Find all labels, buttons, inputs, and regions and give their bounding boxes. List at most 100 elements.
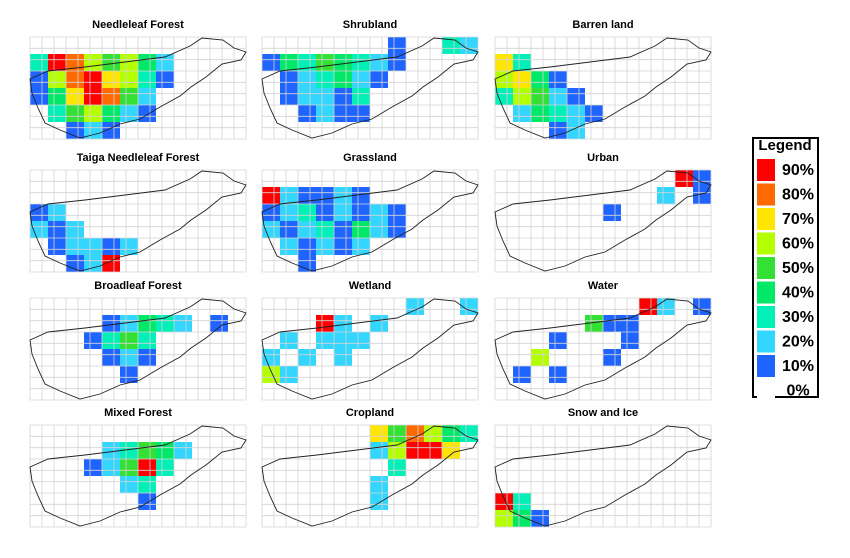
grid-cell xyxy=(138,476,156,493)
legend-label: 10% xyxy=(782,358,814,375)
grid-cell xyxy=(460,37,478,54)
map-panel: Shrubland xyxy=(261,19,479,140)
grid-cell xyxy=(388,442,406,459)
grid-cell xyxy=(352,187,370,204)
grid-cell xyxy=(513,88,531,105)
legend-swatch xyxy=(757,208,775,230)
grid-cell xyxy=(388,54,406,71)
grid-cell xyxy=(102,315,120,332)
grid-cell xyxy=(280,366,298,383)
grid-cell xyxy=(120,238,138,255)
grid-cell xyxy=(352,221,370,238)
legend-label: 40% xyxy=(782,285,814,302)
grid-cell xyxy=(316,332,334,349)
legend-label: 30% xyxy=(782,309,814,326)
legend-swatch xyxy=(757,232,775,255)
grid-cell xyxy=(370,71,388,88)
legend-label: 0% xyxy=(786,383,809,400)
grid-cell xyxy=(298,105,316,122)
grid-cell xyxy=(262,187,280,204)
panel-title: Snow and Ice xyxy=(568,407,638,419)
grid-cell xyxy=(657,187,675,204)
grid-cell xyxy=(334,221,352,238)
grid-cell xyxy=(48,105,66,122)
grid-cell xyxy=(334,349,352,366)
grid-cell xyxy=(316,238,334,255)
grid-cell xyxy=(120,476,138,493)
grid-cell xyxy=(388,204,406,221)
grid-cell xyxy=(120,366,138,383)
grid-cell xyxy=(48,204,66,221)
grid-cell xyxy=(531,71,549,88)
grid-cell xyxy=(352,88,370,105)
grid-cell xyxy=(138,105,156,122)
map-panel: Cropland xyxy=(261,407,479,528)
grid-cell xyxy=(262,221,280,238)
grid-cell xyxy=(370,54,388,71)
grid-cell xyxy=(334,204,352,221)
grid-cell xyxy=(138,88,156,105)
legend-label: 60% xyxy=(782,236,814,253)
grid-cell xyxy=(693,298,711,315)
map-panel: Wetland xyxy=(261,280,479,401)
grid-cell xyxy=(280,187,298,204)
grid-cell xyxy=(30,71,48,88)
grid-cell xyxy=(388,459,406,476)
grid-cell xyxy=(120,459,138,476)
legend-swatch xyxy=(757,306,775,328)
grid-cell xyxy=(549,71,567,88)
grid-cell xyxy=(531,88,549,105)
legend-swatch xyxy=(757,355,775,377)
grid-cell xyxy=(138,54,156,71)
grid-cell xyxy=(84,105,102,122)
grid-cell xyxy=(66,71,84,88)
grid-cell xyxy=(298,71,316,88)
grid-cell xyxy=(370,221,388,238)
grid-cell xyxy=(370,476,388,493)
grid-cell xyxy=(30,221,48,238)
legend-label: 50% xyxy=(782,260,814,277)
grid-cell xyxy=(549,366,567,383)
map-panel: Needleleaf Forest xyxy=(29,19,247,140)
grid-cell xyxy=(66,105,84,122)
panel-title: Water xyxy=(588,280,619,292)
grid-cell xyxy=(567,88,585,105)
grid-cell xyxy=(102,459,120,476)
grid-cell xyxy=(120,71,138,88)
map-panel: Broadleaf Forest xyxy=(29,280,247,401)
grid-cell xyxy=(352,204,370,221)
grid-cell xyxy=(84,54,102,71)
grid-cell xyxy=(280,204,298,221)
grid-cell xyxy=(120,54,138,71)
grid-cell xyxy=(66,88,84,105)
grid-cell xyxy=(48,88,66,105)
grid-cell xyxy=(84,332,102,349)
grid-cell xyxy=(406,442,424,459)
grid-cell xyxy=(585,105,603,122)
grid-cell xyxy=(102,332,120,349)
grid-cell xyxy=(513,510,531,527)
grid-cell xyxy=(156,315,174,332)
grid-cell xyxy=(316,204,334,221)
grid-cell xyxy=(334,238,352,255)
grid-cell xyxy=(549,122,567,139)
grid-cell xyxy=(639,298,657,315)
grid-cell xyxy=(102,54,120,71)
grid-cell xyxy=(460,298,478,315)
grid-cell xyxy=(513,71,531,88)
map-panel: Taiga Needleleaf Forest xyxy=(29,152,247,273)
panel-title: Taiga Needleleaf Forest xyxy=(77,152,200,164)
legend-label: 80% xyxy=(782,187,814,204)
grid-cell xyxy=(352,71,370,88)
grid-cell xyxy=(406,298,424,315)
legend-swatch xyxy=(757,159,775,181)
grid-cell xyxy=(262,204,280,221)
grid-cell xyxy=(298,54,316,71)
grid-cell xyxy=(298,88,316,105)
legend-swatch xyxy=(757,257,775,279)
map-panel: Grassland xyxy=(261,152,479,273)
grid-cell xyxy=(262,349,280,366)
legend-label: 70% xyxy=(782,211,814,228)
grid-cell xyxy=(549,105,567,122)
